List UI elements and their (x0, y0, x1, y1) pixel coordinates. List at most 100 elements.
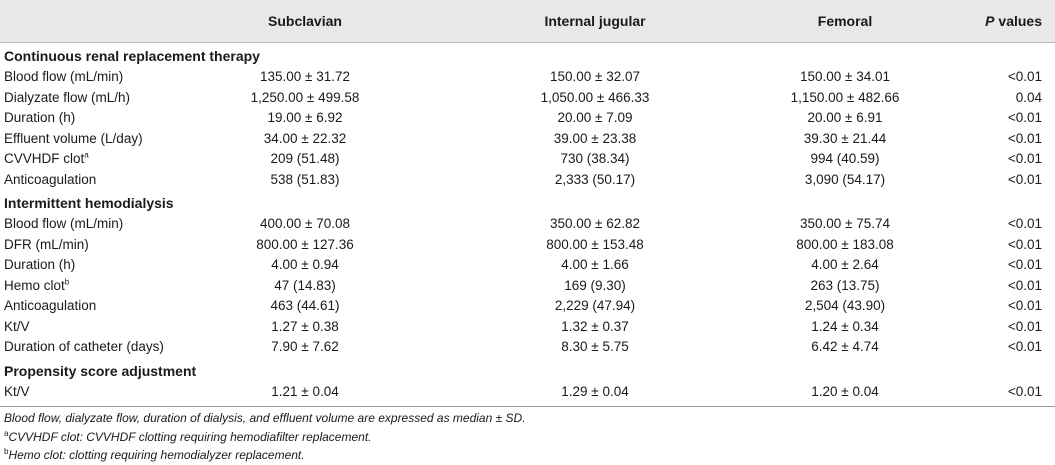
cell-internal-jugular: 150.00 ± 32.07 (550, 69, 640, 84)
footnote: bHemo clot: clotting requiring hemodialy… (4, 446, 1055, 465)
footnote-marker: b (4, 447, 9, 457)
cell-p-value: <0.01 (1007, 236, 1042, 252)
cell-p-value: 0.04 (1015, 89, 1042, 105)
cell-subclavian: 209 (51.48) (270, 151, 340, 166)
cell-p-value: <0.01 (1007, 69, 1042, 84)
table-row: Blood flow (mL/min) 400.00 ± 70.08 350.00 … (0, 214, 1055, 235)
table-row: Kt/V 1.21 ± 0.04 1.29 ± 0.04 1.20 ± 0.04 <0.… (0, 382, 1055, 403)
table-footnotes: Blood flow, dialyzate flow, duration of … (0, 407, 1055, 465)
header-p-values: P values (985, 0, 1042, 42)
header-femoral: Femoral (817, 13, 873, 29)
cell-internal-jugular: 169 (9.30) (564, 277, 626, 293)
row-label: Kt/V (4, 382, 30, 403)
cell-femoral: 150.00 ± 34.01 (800, 69, 890, 84)
section-header-row: Intermittent hemodialysis (0, 190, 1055, 214)
cell-subclavian: 1.27 ± 0.38 (271, 318, 339, 334)
row-label: Dialyzate flow (mL/h) (4, 88, 130, 109)
cell-internal-jugular: 2,333 (50.17) (554, 171, 636, 187)
table-header: Subclavian Internal jugular Femoral P va… (0, 0, 1055, 43)
cell-p-value: <0.01 (1007, 110, 1042, 125)
cell-femoral: 20.00 ± 6.91 (807, 110, 883, 125)
row-label-text: Duration of catheter (days) (4, 339, 164, 354)
cell-femoral: 3,090 (54.17) (804, 171, 886, 187)
cell-p-value: <0.01 (1007, 298, 1042, 313)
cell-femoral: 39.30 ± 21.44 (803, 130, 887, 146)
row-label-text: Blood flow (mL/min) (4, 69, 124, 84)
row-label-text: Blood flow (mL/min) (4, 216, 124, 231)
cell-femoral: 263 (13.75) (810, 277, 880, 293)
row-label-text: Hemo clot (4, 277, 65, 293)
cell-femoral: 350.00 ± 75.74 (800, 216, 890, 231)
cell-internal-jugular: 1.32 ± 0.37 (561, 318, 629, 334)
section-title: Intermittent hemodialysis (4, 195, 174, 211)
row-label-text: Duration (h) (4, 110, 76, 125)
row-label: Duration (h) (4, 255, 75, 276)
cell-internal-jugular: 4.00 ± 1.66 (561, 257, 629, 272)
cell-p-value: <0.01 (1007, 216, 1042, 231)
row-label-text: Anticoagulation (4, 298, 97, 313)
footnote: Blood flow, dialyzate flow, duration of … (4, 409, 1055, 428)
cell-subclavian: 135.00 ± 31.72 (260, 69, 350, 84)
table-row: Duration (h) 4.00 ± 0.94 4.00 ± 1.66 4.00 ±… (0, 255, 1055, 276)
cell-femoral: 6.42 ± 4.74 (811, 339, 879, 354)
cell-internal-jugular: 39.00 ± 23.38 (553, 130, 637, 146)
section-header-row: Propensity score adjustment (0, 358, 1055, 382)
row-label: DFR (mL/min) (4, 235, 89, 256)
cell-subclavian: 400.00 ± 70.08 (260, 216, 350, 231)
cell-femoral: 4.00 ± 2.64 (811, 257, 879, 272)
row-label: Anticoagulation (4, 296, 96, 317)
cell-internal-jugular: 2,229 (47.94) (554, 298, 636, 313)
table-row: Anticoagulation 538 (51.83) 2,333 (50.17) 3… (0, 170, 1055, 191)
table-row: Anticoagulation 463 (44.61) 2,229 (47.94) 2… (0, 296, 1055, 317)
table-row: CVVHDF clota 209 (51.48) 730 (38.34) 994 (4… (0, 149, 1055, 170)
footnote-marker: a (4, 428, 9, 438)
cell-internal-jugular: 1,050.00 ± 466.33 (540, 89, 650, 105)
footnote-marker: b (64, 277, 70, 286)
row-label: Effluent volume (L/day) (4, 129, 143, 150)
row-label: Hemo clotb (4, 276, 69, 297)
section-title: Continuous renal replacement therapy (4, 48, 260, 64)
cell-p-value: <0.01 (1007, 383, 1042, 399)
cell-p-value: <0.01 (1007, 171, 1042, 187)
row-label: Blood flow (mL/min) (4, 67, 123, 88)
cell-internal-jugular: 800.00 ± 153.48 (546, 236, 644, 252)
row-label: Anticoagulation (4, 170, 96, 191)
cell-subclavian: 19.00 ± 6.92 (267, 110, 343, 125)
row-label-text: Kt/V (4, 318, 30, 334)
row-label: Duration of catheter (days) (4, 337, 164, 358)
cell-subclavian: 7.90 ± 7.62 (271, 339, 339, 354)
section-title: Propensity score adjustment (4, 362, 197, 379)
row-label-text: Effluent volume (L/day) (4, 130, 143, 146)
cell-p-value: <0.01 (1007, 130, 1042, 146)
cell-subclavian: 463 (44.61) (270, 298, 340, 313)
cell-femoral: 800.00 ± 183.08 (796, 236, 894, 252)
table-row: Dialyzate flow (mL/h) 1,250.00 ± 499.58 1,… (0, 88, 1055, 109)
header-p-rest: values (994, 13, 1042, 29)
header-subclavian: Subclavian (268, 13, 342, 29)
cell-subclavian: 1,250.00 ± 499.58 (250, 89, 360, 105)
cell-femoral: 1.24 ± 0.34 (811, 318, 879, 334)
cell-p-value: <0.01 (1007, 151, 1042, 166)
cell-femoral: 2,504 (43.90) (804, 298, 886, 313)
cell-p-value: <0.01 (1007, 257, 1042, 272)
header-p-italic: P (985, 13, 995, 29)
row-label-text: Kt/V (4, 383, 30, 399)
table-row: Kt/V 1.27 ± 0.38 1.32 ± 0.37 1.24 ± 0.34 <0.… (0, 317, 1055, 338)
table-row: Duration (h) 19.00 ± 6.92 20.00 ± 7.09 20.0… (0, 108, 1055, 129)
cell-p-value: <0.01 (1007, 277, 1042, 293)
row-label: Kt/V (4, 317, 30, 338)
footnote-marker: a (84, 150, 89, 160)
cell-internal-jugular: 350.00 ± 62.82 (550, 216, 640, 231)
cell-subclavian: 34.00 ± 22.32 (263, 130, 347, 146)
footnote: aCVVHDF clot: CVVHDF clotting requiring … (4, 428, 1055, 447)
cell-internal-jugular: 8.30 ± 5.75 (561, 339, 629, 354)
cell-subclavian: 47 (14.83) (274, 277, 336, 293)
cell-subclavian: 1.21 ± 0.04 (271, 383, 339, 399)
footnote-text: Blood flow, dialyzate flow, duration of … (4, 411, 526, 425)
row-label-text: DFR (mL/min) (4, 236, 89, 252)
row-label: CVVHDF clota (4, 149, 89, 170)
table-row: DFR (mL/min) 800.00 ± 127.36 800.00 ± 153.… (0, 235, 1055, 256)
table-row: Duration of catheter (days) 7.90 ± 7.62 8.… (0, 337, 1055, 358)
row-label-text: Duration (h) (4, 257, 76, 272)
